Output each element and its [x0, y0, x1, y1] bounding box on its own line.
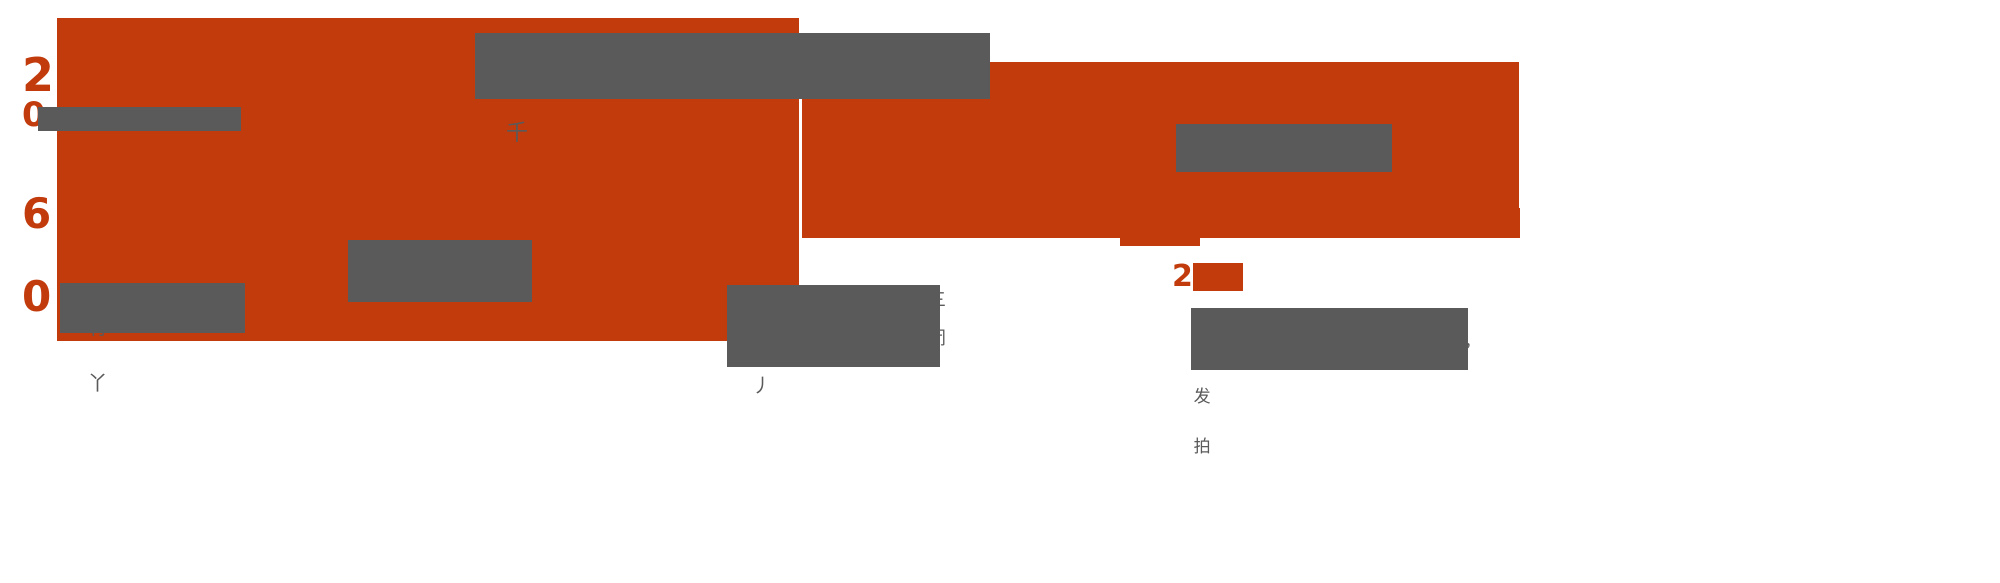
- redaction-top-center: [475, 33, 990, 99]
- bottom-left-line-2: 丫: [87, 371, 108, 395]
- left-margin-numeral-top: 2: [22, 48, 55, 102]
- white-vertical-divider: [799, 18, 802, 341]
- orange-notch-right: [1496, 208, 1520, 238]
- left-margin-glyph-lower: 6: [22, 189, 52, 238]
- body-paragraph-line-2: 发: [1193, 387, 1211, 407]
- top-center-line-2: 千: [505, 121, 528, 146]
- redaction-mid-left: [348, 240, 532, 302]
- orange-foot-center: [1120, 238, 1200, 246]
- body-paragraph-line-3: 拍: [1193, 437, 1211, 457]
- redaction-left-bar: [38, 107, 241, 131]
- redaction-body-paragraph: [1191, 308, 1468, 370]
- vertical-text-top: 管 理 深: [787, 38, 850, 58]
- redaction-heading-number: [1193, 263, 1243, 291]
- redaction-top-right: [1176, 124, 1392, 172]
- section-heading-number: 2: [1172, 259, 1193, 294]
- left-margin-glyph-bottom: 0: [22, 272, 52, 321]
- redaction-bottom-left: [60, 283, 245, 333]
- body-paragraph-line-2-tail: ，: [1464, 332, 1481, 352]
- redaction-bottom-center: [727, 285, 940, 367]
- bottom-center-line-2: 丿: [752, 375, 772, 397]
